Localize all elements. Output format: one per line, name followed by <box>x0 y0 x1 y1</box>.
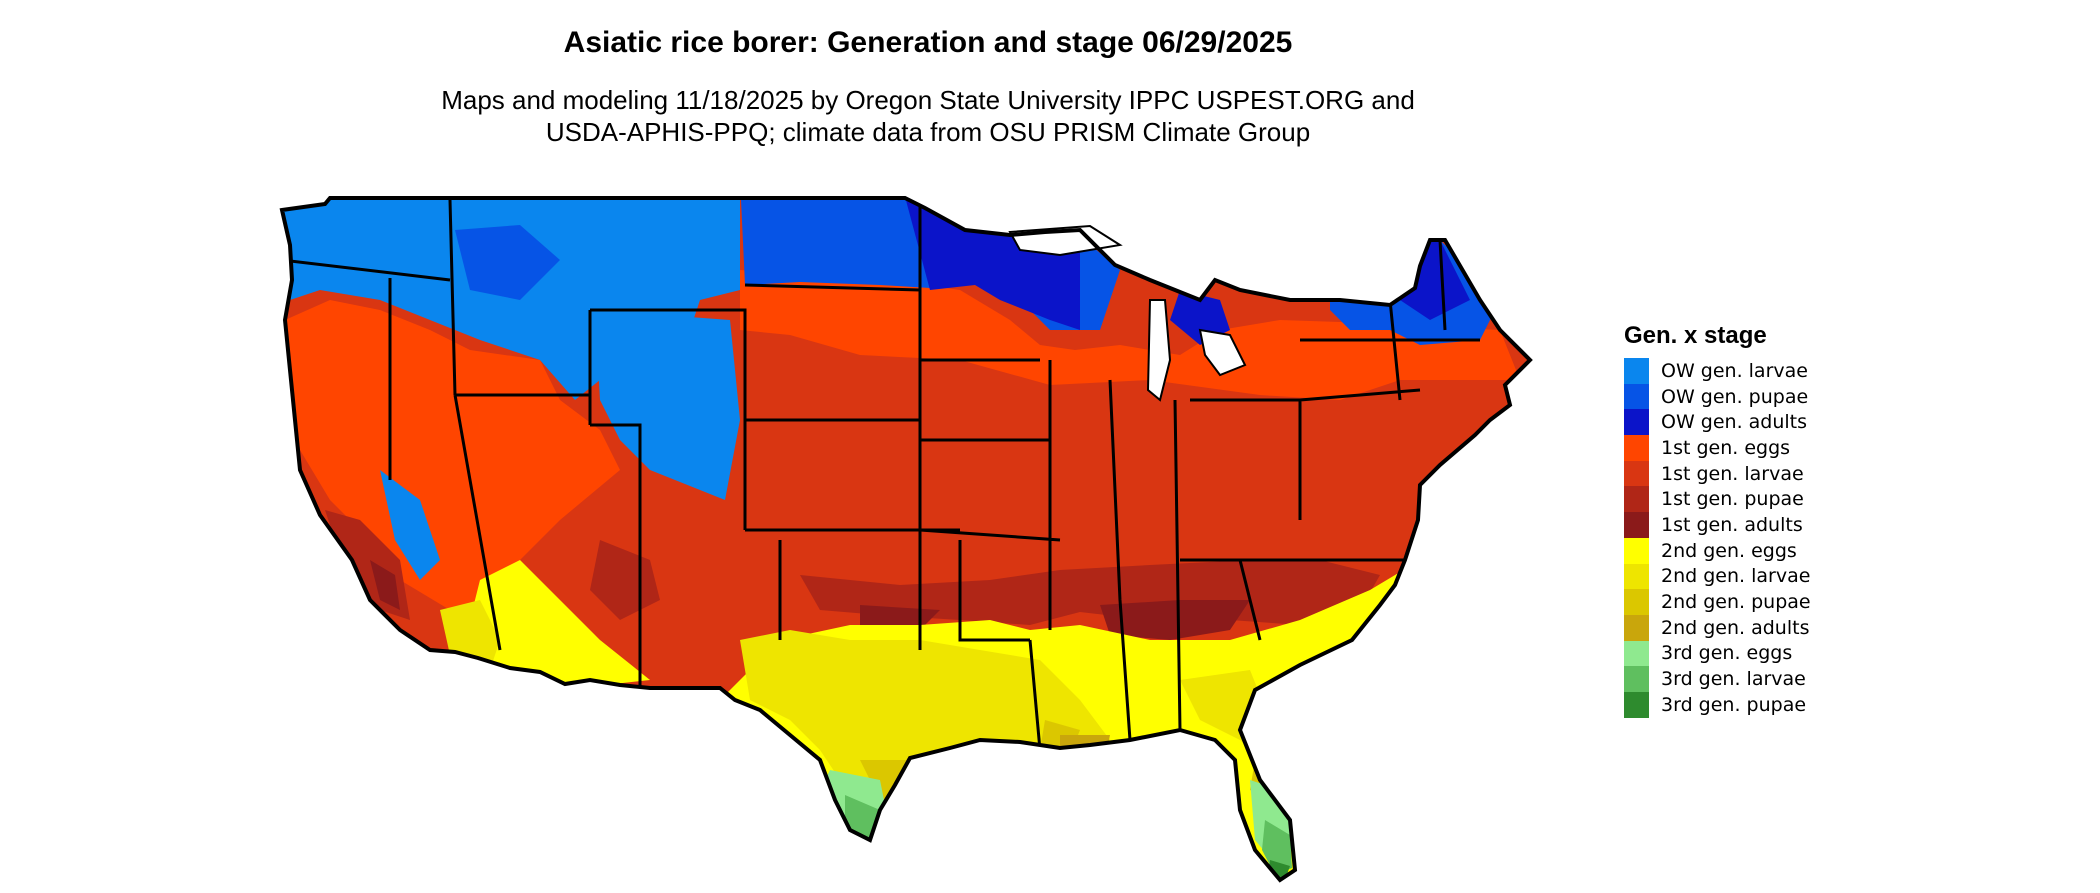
legend-swatch <box>1624 614 1649 641</box>
legend-item: 2nd gen. larvae <box>1624 563 1811 590</box>
legend-label: 1st gen. eggs <box>1661 436 1791 459</box>
legend-label: OW gen. pupae <box>1661 385 1809 408</box>
legend-item: 1st gen. larvae <box>1624 460 1811 487</box>
legend-label: 3rd gen. larvae <box>1661 668 1806 691</box>
legend-item: 1st gen. pupae <box>1624 486 1811 513</box>
legend-label: 1st gen. adults <box>1661 513 1803 536</box>
legend-label: 3rd gen. eggs <box>1661 642 1793 665</box>
legend-title: Gen. x stage <box>1624 322 1767 349</box>
legend-item: 1st gen. adults <box>1624 512 1811 538</box>
legend-item: 2nd gen. eggs <box>1624 537 1811 564</box>
legend-item: 3rd gen. larvae <box>1624 666 1811 692</box>
us-stage-map <box>280 196 1532 882</box>
legend-items: OW gen. larvae OW gen. pupae OW gen. adult… <box>1624 358 1811 718</box>
legend-label: OW gen. adults <box>1661 411 1808 434</box>
map-subtitle: Maps and modeling 11/18/2025 by Oregon S… <box>0 84 1856 148</box>
map-title: Asiatic rice borer: Generation and stage… <box>563 26 1293 59</box>
legend-item: 2nd gen. adults <box>1624 614 1811 641</box>
legend-item: OW gen. adults <box>1624 409 1811 436</box>
lake-huron <box>1198 328 1247 377</box>
legend-label: 2nd gen. pupae <box>1661 591 1811 614</box>
zone-3rd-gen-larvae <box>845 795 1292 875</box>
legend-swatch <box>1624 640 1649 667</box>
zone-1st-gen-pupae <box>325 510 1380 625</box>
legend-swatch <box>1624 589 1649 615</box>
legend-item: 2nd gen. pupae <box>1624 589 1811 615</box>
legend-swatch <box>1624 486 1649 513</box>
legend-item: OW gen. pupae <box>1624 383 1811 410</box>
lake-michigan <box>1146 299 1172 402</box>
legend-swatch <box>1624 435 1649 461</box>
legend-label: 2nd gen. adults <box>1661 616 1810 639</box>
legend: Gen. x stage OW gen. larvae OW gen. pupae… <box>1624 322 1811 718</box>
subtitle-line-1: Maps and modeling 11/18/2025 by Oregon S… <box>441 85 1415 115</box>
legend-label: 1st gen. pupae <box>1661 488 1804 511</box>
legend-label: 2nd gen. larvae <box>1661 565 1811 588</box>
state-borders <box>282 199 1480 751</box>
zone-ow-gen-larvae <box>282 198 740 580</box>
legend-swatch <box>1624 563 1649 590</box>
zone-3rd-gen-eggs <box>820 770 1295 870</box>
legend-label: 1st gen. larvae <box>1661 462 1804 485</box>
legend-label: 2nd gen. eggs <box>1661 539 1797 562</box>
legend-swatch <box>1624 666 1649 692</box>
legend-item: 1st gen. eggs <box>1624 435 1811 461</box>
zone-ow-gen-pupae <box>455 198 1500 345</box>
legend-label: OW gen. larvae <box>1661 359 1808 382</box>
legend-item: OW gen. larvae <box>1624 358 1811 384</box>
zone-2nd-gen-larvae <box>440 600 1270 820</box>
legend-swatch <box>1624 691 1649 718</box>
legend-swatch <box>1624 460 1649 487</box>
legend-item: 3rd gen. eggs <box>1624 640 1811 667</box>
subtitle-line-2: USDA-APHIS-PPQ; climate data from OSU PR… <box>545 117 1311 147</box>
legend-swatch <box>1624 383 1649 410</box>
legend-swatch <box>1624 537 1649 564</box>
legend-swatch <box>1624 358 1649 384</box>
stage-zones <box>282 198 1530 880</box>
zone-1st-gen-adults <box>370 560 1250 640</box>
legend-label: 3rd gen. pupae <box>1661 693 1807 716</box>
legend-swatch <box>1624 512 1649 538</box>
legend-item: 3rd gen. pupae <box>1624 691 1811 718</box>
legend-swatch <box>1624 409 1649 436</box>
